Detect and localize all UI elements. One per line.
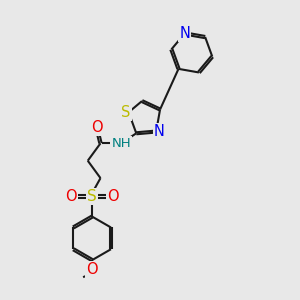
- Text: NH: NH: [111, 137, 131, 150]
- Text: O: O: [107, 189, 119, 204]
- Text: S: S: [87, 189, 97, 204]
- Text: O: O: [86, 262, 98, 277]
- Text: O: O: [66, 189, 77, 204]
- Text: N: N: [154, 124, 165, 139]
- Text: O: O: [91, 120, 103, 135]
- Text: S: S: [121, 105, 130, 120]
- Text: N: N: [179, 26, 190, 41]
